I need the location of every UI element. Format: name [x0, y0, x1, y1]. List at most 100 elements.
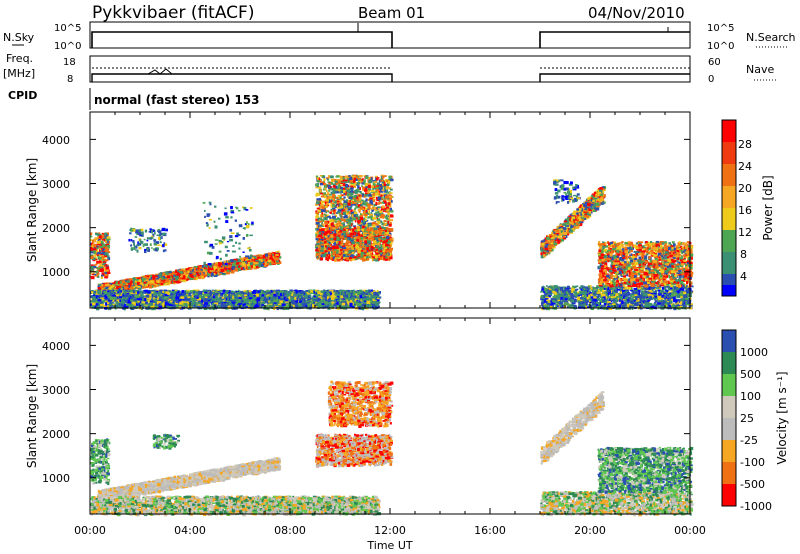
echo-cell: [107, 272, 111, 274]
echo-cell: [92, 240, 94, 243]
echo-cell: [204, 265, 207, 267]
echo-cell: [104, 276, 107, 278]
echo-cell: [228, 265, 232, 267]
noise-right-tick-top: 10^5: [707, 23, 734, 34]
echo-cell: [225, 267, 227, 270]
power-echo-cells: [90, 175, 694, 311]
echo-cell: [268, 253, 271, 256]
station-title: Pykkvibaer (fitACF): [92, 3, 254, 23]
echo-cell: [100, 265, 102, 267]
date-title: 04/Nov/2010: [588, 4, 685, 22]
echo-cell: [180, 271, 182, 274]
echo-cell: [187, 271, 189, 273]
echo-cell: [136, 279, 139, 281]
echo-cell: [97, 267, 99, 269]
echo-cell: [105, 247, 108, 249]
echo-cell: [198, 276, 200, 278]
echo-cell: [261, 264, 263, 267]
echo-cell: [151, 280, 155, 283]
echo-cell: [99, 246, 103, 248]
echo-cell: [96, 247, 98, 249]
echo-cell: [189, 274, 192, 277]
echo-cell: [162, 273, 165, 276]
echo-cell: [158, 277, 160, 279]
echo-cell: [105, 259, 109, 261]
echo-cell: [105, 284, 109, 286]
echo-cell: [276, 251, 278, 252]
noise-left-tick-bottom: 10^0: [54, 41, 81, 52]
echo-cell: [140, 282, 144, 284]
echo-cell: [118, 281, 120, 284]
echo-cell: [248, 266, 251, 269]
echo-cell: [265, 263, 267, 265]
echo-cell: [265, 254, 267, 257]
echo-cell: [175, 276, 178, 279]
echo-cell: [250, 261, 254, 263]
echo-cell: [197, 268, 199, 270]
echo-cell: [183, 275, 185, 278]
noise-sky-trace-1: [92, 32, 392, 48]
echo-cell: [107, 236, 111, 238]
echo-cell: [128, 285, 130, 288]
echo-cell: [145, 284, 148, 287]
echo-cell: [139, 280, 142, 282]
freq-left-unit: [MHz]: [3, 67, 35, 80]
echo-cell: [266, 259, 268, 262]
echo-cell: [169, 273, 172, 275]
echo-cell: [105, 252, 109, 255]
echo-cell: [99, 269, 102, 272]
echo-cell: [130, 281, 132, 284]
echo-cell: [152, 285, 154, 288]
echo-cell: [94, 274, 97, 276]
echo-cell: [172, 290, 174, 292]
freq-right-tick-bottom: 0: [708, 74, 714, 85]
freq-left-tick-bottom: 8: [67, 74, 73, 85]
echo-cell: [106, 266, 109, 269]
echo-cell: [210, 270, 214, 271]
echo-cell: [119, 286, 121, 288]
echo-cell: [269, 258, 273, 260]
radar-summary-plot: Pykkvibaer (fitACF) Beam 01 04/Nov/2010 …: [0, 0, 800, 554]
cpid-value: normal (fast stereo) 153: [94, 93, 260, 107]
echo-cell: [194, 277, 196, 280]
echo-cell: [258, 264, 260, 267]
echo-cell: [221, 263, 223, 265]
echo-cell: [161, 282, 164, 284]
echo-cell: [221, 269, 225, 272]
echo-cell: [255, 260, 258, 262]
echo-cell: [148, 281, 151, 283]
echo-cell: [93, 250, 96, 253]
noise-right-tick-bottom: 10^0: [707, 41, 734, 52]
freq-panel: Freq. [MHz] 18 8 60 0 Nave: [3, 52, 778, 85]
noise-left-tick-top: 10^5: [54, 23, 81, 34]
echo-cell: [91, 266, 94, 269]
echo-cell: [137, 286, 141, 288]
echo-cell: [116, 281, 118, 284]
echo-cell: [100, 253, 103, 255]
nave-label: Nave: [746, 63, 774, 76]
beam-title: Beam 01: [358, 4, 425, 22]
echo-cell: [96, 263, 98, 265]
echo-cell: [173, 281, 177, 283]
echo-cell: [183, 279, 187, 282]
echo-cell: [106, 239, 109, 241]
echo-cell: [95, 259, 97, 260]
echo-cell: [122, 280, 126, 283]
echo-cell: [179, 270, 183, 272]
echo-cell: [104, 257, 106, 259]
freq-right-tick-top: 60: [708, 57, 721, 68]
echo-cell: [218, 267, 221, 269]
echo-cell: [90, 232, 92, 235]
echo-cell: [202, 265, 204, 268]
echo-cell: [93, 244, 96, 247]
echo-cell: [161, 277, 163, 280]
echo-cell: [227, 270, 230, 272]
echo-cell: [167, 275, 170, 278]
echo-cell: [195, 277, 197, 280]
echo-cell: [208, 269, 210, 272]
echo-cell: [247, 264, 250, 266]
echo-cell: [253, 257, 255, 259]
echo-cell: [103, 261, 107, 262]
echo-cell: [244, 266, 246, 269]
echo-cell: [200, 269, 203, 271]
